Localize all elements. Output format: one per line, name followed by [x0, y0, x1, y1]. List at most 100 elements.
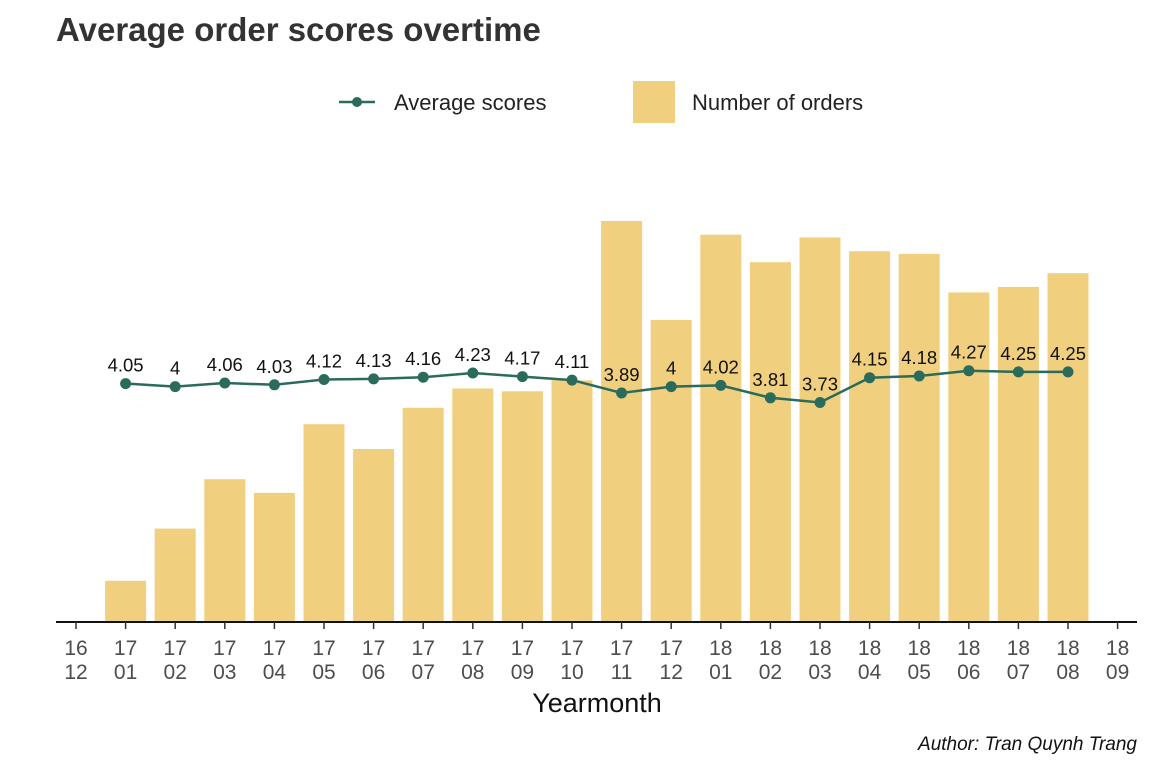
- chart-title: Average order scores overtime: [56, 11, 541, 48]
- bar: [551, 380, 593, 622]
- x-tick-label-year: 18: [759, 637, 782, 660]
- average-score-point: [467, 367, 479, 379]
- x-tick-label-year: 17: [114, 637, 137, 660]
- bar: [501, 391, 543, 622]
- data-label: 4.13: [356, 350, 392, 371]
- x-tick-label-month: 06: [362, 661, 385, 684]
- x-tick-label-year: 17: [461, 637, 484, 660]
- average-score-point: [814, 397, 826, 408]
- x-tick-label-year: 17: [312, 637, 335, 660]
- data-label: 4.17: [504, 348, 540, 369]
- x-tick-label-year: 17: [511, 637, 534, 660]
- data-label: 4.02: [703, 356, 739, 377]
- average-score-point: [566, 374, 578, 386]
- average-score-point: [417, 371, 429, 383]
- x-axis-title: Yearmonth: [532, 688, 662, 718]
- legend-label-number-of-orders: Number of orders: [692, 90, 863, 115]
- data-label: 3.81: [752, 369, 788, 390]
- x-tick-label-month: 03: [213, 661, 236, 684]
- x-tick-label-month: 11: [611, 661, 633, 684]
- x-tick-label-month: 05: [312, 661, 335, 684]
- x-tick-label-year: 18: [1106, 637, 1129, 660]
- average-score-point: [318, 374, 330, 385]
- average-score-point: [169, 381, 181, 393]
- x-tick-label-month: 08: [1056, 661, 1079, 684]
- x-tick-label-month: 01: [709, 661, 732, 684]
- x-tick-label-year: 16: [64, 637, 87, 660]
- bar: [402, 407, 444, 622]
- x-tick-label-year: 17: [610, 637, 633, 660]
- data-label: 4.16: [405, 348, 441, 369]
- bar-series: [105, 221, 1089, 622]
- bar: [154, 528, 196, 622]
- bar: [799, 237, 841, 622]
- x-tick-label-month: 04: [858, 661, 882, 684]
- bar: [849, 251, 891, 622]
- bar: [749, 262, 791, 622]
- average-score-point: [616, 387, 628, 399]
- average-score-point: [120, 378, 132, 390]
- data-label: 4.23: [455, 344, 491, 365]
- bar: [1047, 273, 1089, 622]
- x-tick-label-month: 08: [461, 661, 484, 684]
- x-tick-label-year: 18: [1056, 637, 1079, 660]
- data-label: 4.11: [555, 351, 590, 372]
- x-tick-label-year: 18: [808, 637, 831, 660]
- x-tick-label-month: 07: [1007, 661, 1030, 684]
- average-score-point: [764, 392, 776, 404]
- data-label: 4.27: [951, 342, 987, 363]
- x-tick-label-month: 04: [263, 661, 287, 684]
- x-tick-label-year: 17: [263, 637, 286, 660]
- bar: [105, 580, 147, 622]
- x-tick-label-year: 17: [412, 637, 435, 660]
- average-score-point: [1062, 366, 1074, 378]
- x-tick-label-month: 02: [759, 661, 782, 684]
- x-tick-label-month: 02: [164, 661, 187, 684]
- data-label: 4.06: [207, 354, 243, 375]
- x-axis-ticks: 1612170117021703170417051706170717081709…: [64, 622, 1129, 684]
- x-tick-label-month: 03: [808, 661, 831, 684]
- bar: [650, 319, 692, 622]
- data-label: 4.12: [306, 351, 342, 372]
- data-label: 4: [170, 358, 180, 379]
- average-scores-line: [125, 369, 1068, 404]
- average-score-point: [715, 379, 727, 391]
- x-tick-label-year: 17: [560, 637, 583, 660]
- average-score-point: [516, 371, 528, 383]
- legend: Average scores Number of orders: [339, 81, 863, 123]
- data-label: 4.18: [901, 347, 937, 368]
- average-score-point: [864, 372, 876, 384]
- average-score-point: [665, 381, 677, 393]
- x-tick-label-year: 18: [709, 637, 732, 660]
- data-label: 4: [666, 358, 676, 379]
- bar: [353, 449, 395, 622]
- bar: [700, 234, 742, 622]
- x-tick-label-month: 09: [1106, 661, 1129, 684]
- x-tick-label-year: 18: [957, 637, 980, 660]
- x-tick-label-year: 17: [213, 637, 236, 660]
- bar: [601, 221, 643, 622]
- legend-item-average-scores: Average scores: [339, 90, 546, 115]
- x-tick-label-year: 18: [908, 637, 931, 660]
- line-series: [120, 365, 1074, 408]
- legend-item-number-of-orders: Number of orders: [633, 81, 863, 123]
- data-label: 4.25: [1000, 343, 1036, 364]
- data-label: 3.89: [604, 364, 640, 385]
- bar: [898, 253, 940, 622]
- x-tick-label-year: 18: [858, 637, 881, 660]
- bar: [997, 286, 1039, 622]
- x-tick-label-month: 12: [64, 661, 87, 684]
- x-tick-label-month: 01: [114, 661, 137, 684]
- x-tick-label-year: 17: [660, 637, 683, 660]
- caption: Author: Tran Quynh Trang: [917, 734, 1137, 755]
- legend-marker-swatch: [352, 97, 362, 107]
- data-label: 4.03: [256, 356, 292, 377]
- x-tick-label-year: 18: [1007, 637, 1030, 660]
- x-tick-label-month: 10: [560, 661, 583, 684]
- data-label: 3.73: [802, 374, 838, 395]
- data-labels: 4.05 4 4.06 4.03 4.12 4.13 4.16 4.23 4.17 4.11 3.8…: [108, 342, 1086, 395]
- average-score-point: [219, 377, 231, 389]
- data-label: 4.15: [852, 349, 888, 370]
- legend-label-average-scores: Average scores: [394, 90, 546, 115]
